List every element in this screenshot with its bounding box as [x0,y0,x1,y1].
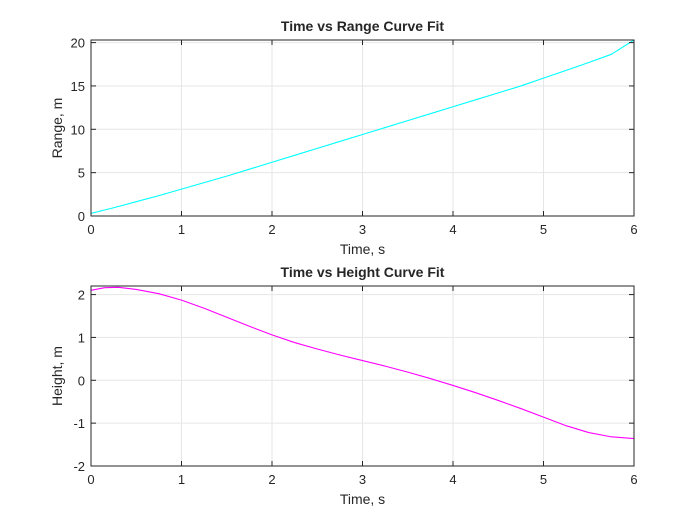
x-tick-label: 6 [630,472,637,487]
x-tick-label: 3 [359,222,366,237]
chart-2: 0 1 2 3 4 5 6 -2 -1 0 1 2 Time vs Height Curve Fit Ti… [49,264,638,507]
y-tick-label: 15 [71,79,85,94]
y-tick-label: -2 [73,459,85,474]
x-tick-label: 1 [178,222,185,237]
y-tick-label: 10 [71,122,85,137]
x-tick-label: 4 [449,222,456,237]
chart-1: 0 1 2 3 4 5 6 0 5 10 15 20 Time vs Range Curve Fit Ti… [49,18,638,257]
y-tick-label: -1 [73,416,85,431]
y-tick-label: 20 [71,36,85,51]
x-tick-label: 6 [630,222,637,237]
x-tick-label: 1 [178,472,185,487]
x-tick-label: 5 [540,222,547,237]
y-tick-label: 2 [78,288,85,303]
x-tick-label: 0 [87,222,94,237]
x-tick-label: 4 [449,472,456,487]
y-axis-label: Range, m [49,98,65,159]
x-tick-label: 2 [268,472,275,487]
y-tick-label: 0 [78,209,85,224]
y-axis-label: Height, m [49,346,65,406]
y-tick-label: 0 [78,373,85,388]
x-tick-label: 2 [268,222,275,237]
x-tick-label: 0 [87,472,94,487]
x-tick-label: 5 [540,472,547,487]
series-line-1 [90,39,635,214]
x-axis-label: Time, s [340,241,385,257]
x-axis-label: Time, s [340,491,385,507]
y-tick-label: 1 [78,330,85,345]
x-tick-label: 3 [359,472,366,487]
series-line-1 [90,286,635,440]
chart-title: Time vs Height Curve Fit [281,264,445,280]
chart-title: Time vs Range Curve Fit [281,18,444,34]
y-tick-label: 5 [78,166,85,181]
